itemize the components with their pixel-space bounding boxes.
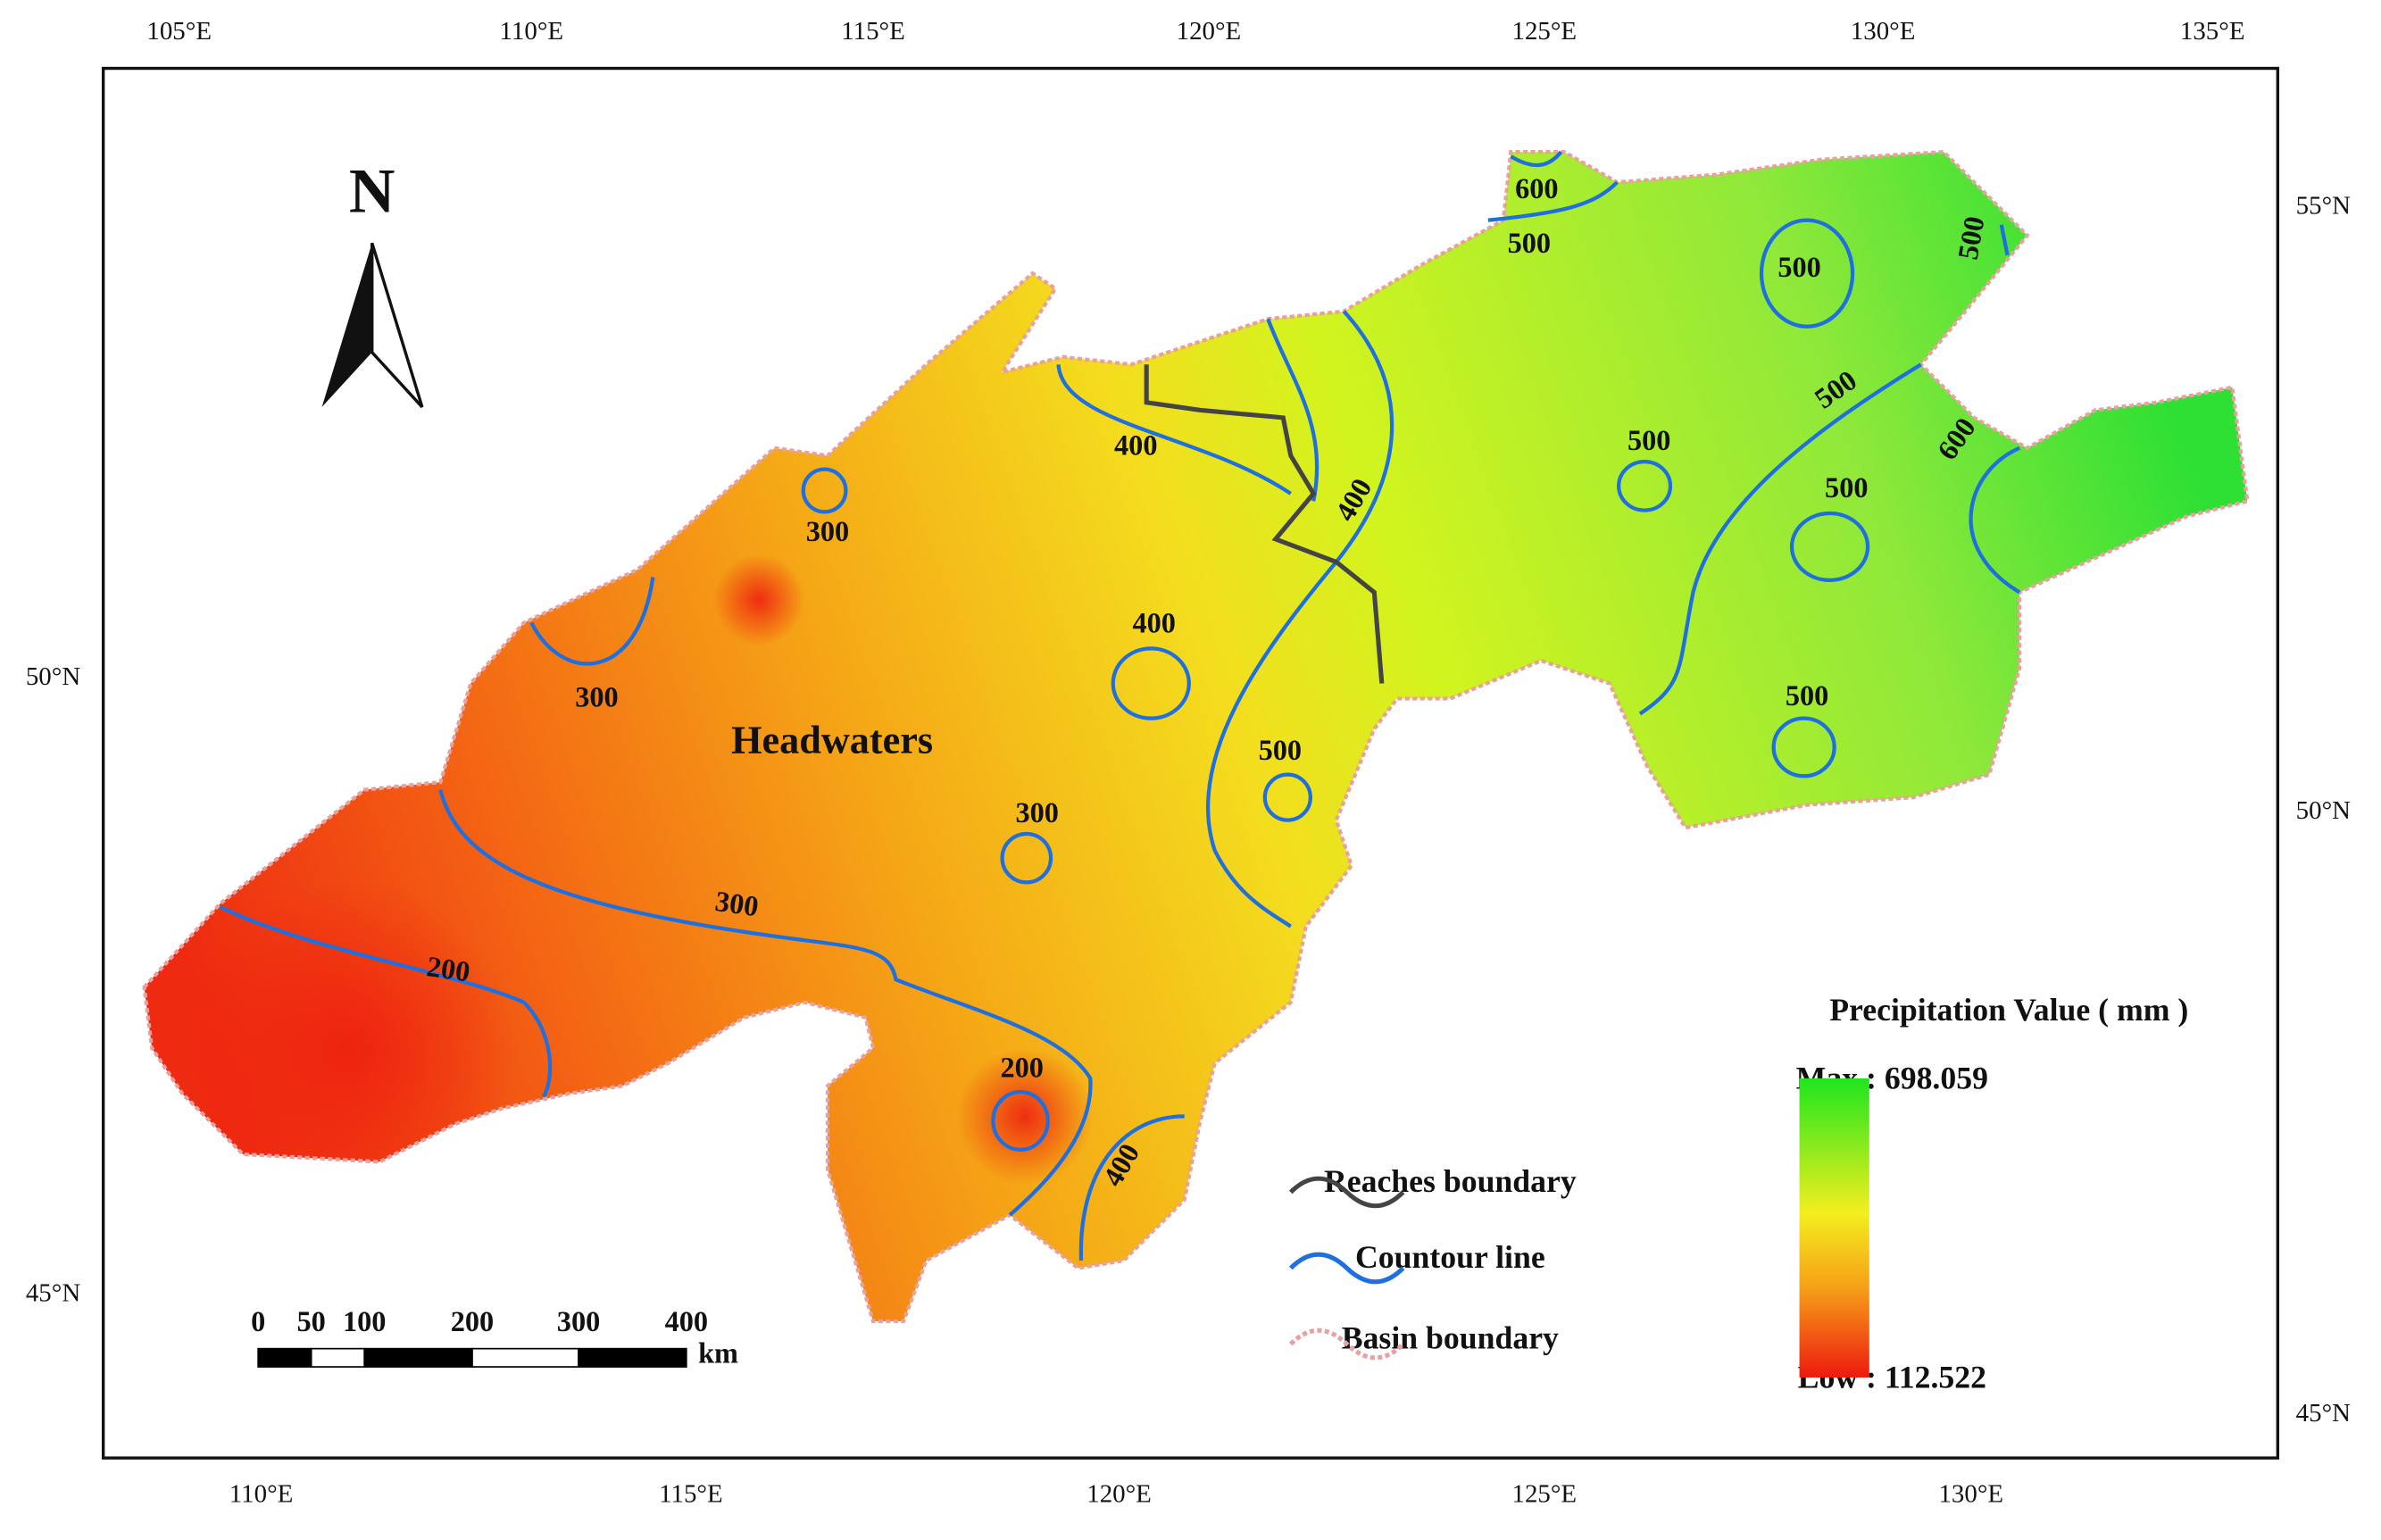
contour-line — [1510, 150, 1563, 168]
lat-label: 50°N — [26, 662, 80, 691]
contour-line — [529, 577, 655, 666]
lat-label: 50°N — [2296, 796, 2351, 825]
lon-label: 125°E — [1512, 1479, 1578, 1508]
contour-label: 500 — [1508, 227, 1551, 259]
labels: 105°E 110°E 115°E 120°E 125°E 130°E 135°E 110°E… — [26, 17, 2351, 1508]
contour-line — [1056, 364, 1292, 495]
contour-label: 500 — [1259, 734, 1302, 766]
lon-label: 115°E — [659, 1479, 723, 1508]
contour-label: 200 — [425, 950, 472, 987]
contour-label: 500 — [1952, 213, 1991, 262]
contour-line — [1638, 362, 1922, 716]
lon-label: 120°E — [1177, 17, 1242, 46]
lon-label: 120°E — [1086, 1479, 1152, 1508]
contour-line — [1771, 716, 1836, 778]
contour-line — [1999, 224, 2010, 256]
contour-label: 500 — [1786, 679, 1828, 712]
contour-line — [1205, 310, 1394, 928]
legend-icons — [1288, 1176, 1405, 1361]
scale-label: 300 — [557, 1305, 600, 1337]
contour-line — [1759, 218, 1855, 329]
lon-label: 130°E — [1938, 1479, 2003, 1508]
legend-label: Countour line — [1355, 1239, 1545, 1275]
precip-blobs — [182, 554, 1094, 1215]
north-label: N — [349, 156, 395, 227]
legend-label: Reaches boundary — [1324, 1163, 1577, 1199]
lat-label: 45°N — [2296, 1399, 2351, 1428]
contour-label: 300 — [575, 681, 618, 713]
contour-line — [219, 904, 553, 1098]
contour-label: 400 — [1132, 606, 1175, 638]
scale-label: 200 — [451, 1305, 494, 1337]
contour-line — [1262, 772, 1312, 822]
basin-fill — [144, 152, 2248, 1322]
contour-label: 500 — [1628, 424, 1670, 456]
region-label: Headwaters — [731, 719, 933, 762]
lon-label: 135°E — [2180, 17, 2245, 46]
colorbar — [1799, 1078, 1869, 1378]
lon-label: 105°E — [146, 17, 212, 46]
low-precip-area — [956, 1047, 1094, 1185]
lon-label: 130°E — [1851, 17, 1916, 46]
lat-label: 55°N — [2296, 192, 2351, 221]
low-precip-area — [713, 554, 805, 646]
lon-label: 110°E — [500, 17, 564, 46]
contour-line — [1266, 318, 1320, 502]
scale-label: 50 — [297, 1305, 326, 1337]
contour-label: 500 — [1825, 471, 1868, 504]
contour-line — [1000, 831, 1053, 885]
basin — [142, 149, 2250, 1324]
contour-line — [1111, 646, 1191, 720]
contour-label: 300 — [713, 885, 761, 922]
lon-label: 115°E — [841, 17, 905, 46]
contour-line — [438, 789, 1093, 1217]
lon-label: 110°E — [229, 1479, 294, 1508]
low-precip-area — [182, 880, 517, 1215]
scale-label: 400 — [665, 1305, 708, 1337]
reaches-boundary — [1144, 364, 1385, 684]
scale-unit: km — [698, 1337, 738, 1369]
contour-label: 300 — [1015, 796, 1058, 828]
contour-line — [1487, 180, 1619, 222]
basin-boundary — [142, 149, 2250, 1324]
contour-label: 500 — [1777, 251, 1820, 283]
scale-label: 0 — [251, 1305, 265, 1337]
contour-line — [801, 467, 848, 514]
contour-line — [1969, 445, 2021, 595]
contour-line — [1789, 511, 1870, 582]
contour-line — [991, 1090, 1050, 1152]
contour-lines — [219, 150, 2021, 1261]
scale-label: 100 — [343, 1305, 386, 1337]
contour-label: 600 — [1515, 172, 1558, 204]
contour-label: 300 — [806, 515, 849, 547]
contour-label: 200 — [1000, 1052, 1043, 1084]
legend-label: Basin boundary — [1342, 1319, 1559, 1355]
contour-line — [1617, 460, 1673, 512]
lon-label: 125°E — [1512, 17, 1578, 46]
contour-label: 400 — [1114, 429, 1157, 461]
scale-bar — [257, 1347, 687, 1368]
colorbar-title: Precipitation Value ( mm ) — [1829, 992, 2188, 1028]
contour-line — [1078, 1114, 1185, 1261]
lat-label: 45°N — [26, 1279, 80, 1308]
